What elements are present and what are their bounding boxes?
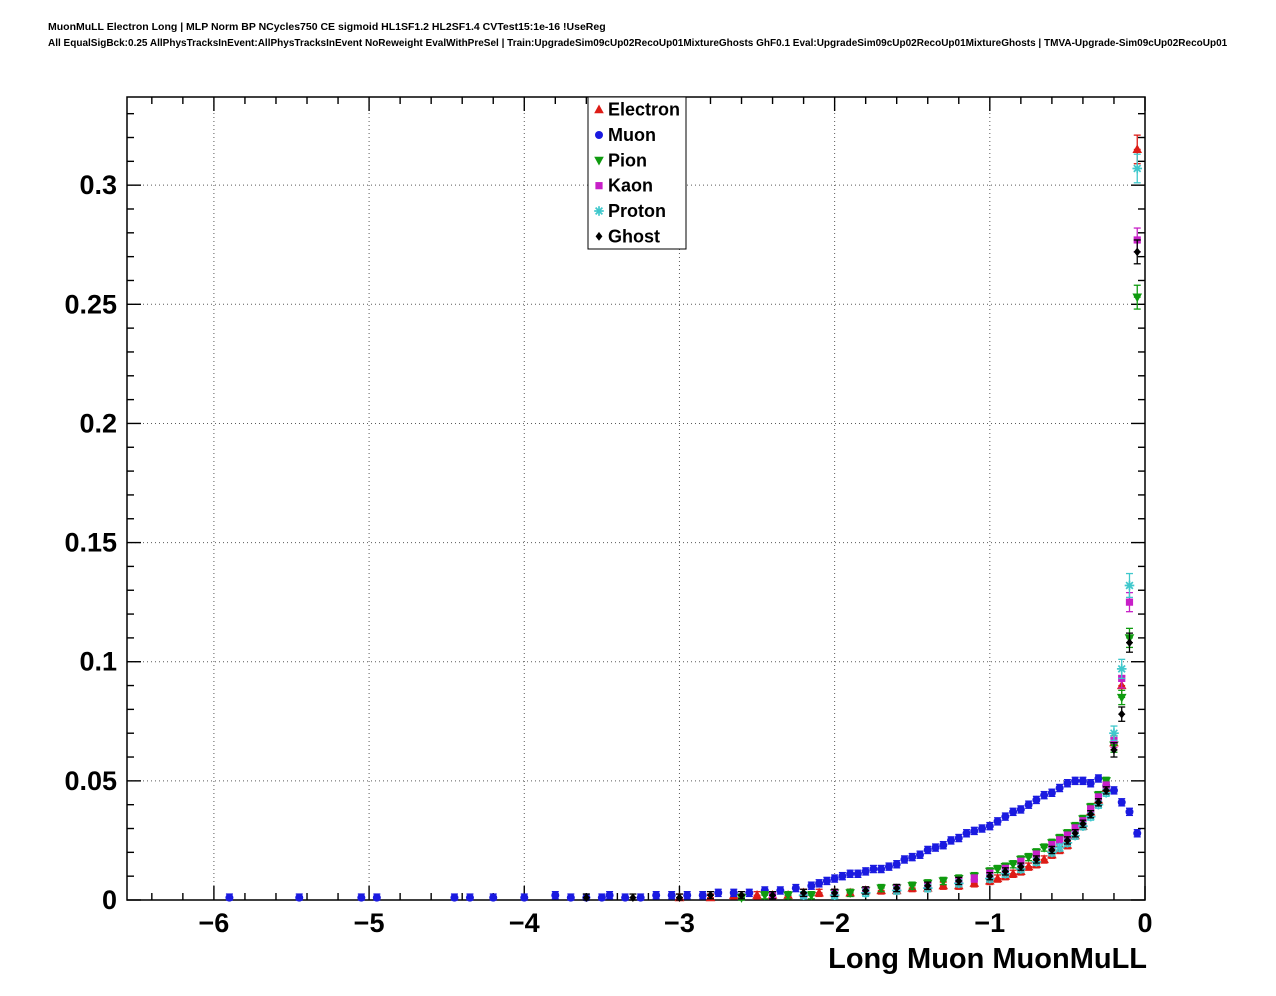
legend-label: Ghost <box>608 226 660 246</box>
y-tick-label: 0.2 <box>79 408 117 438</box>
legend-entry-proton: Proton <box>594 201 666 221</box>
y-tick-label: 0 <box>102 885 117 915</box>
series-electron <box>674 134 1143 902</box>
x-tick-label: −3 <box>664 908 695 938</box>
y-tick-label: 0.05 <box>64 766 117 796</box>
legend-entry-kaon: Kaon <box>595 176 653 196</box>
x-tick-label: −6 <box>199 908 230 938</box>
legend-entry-electron: Electron <box>594 100 680 120</box>
plot-title-line1: MuonMuLL Electron Long | MLP Norm BP NCy… <box>48 21 606 33</box>
legend-label: Electron <box>608 100 680 120</box>
series-kaon <box>768 227 1141 900</box>
x-tick-label: −2 <box>819 908 850 938</box>
x-tick-label: −4 <box>509 908 540 938</box>
x-tick-label: 0 <box>1137 908 1152 938</box>
x-tick-label: −5 <box>354 908 385 938</box>
legend-label: Proton <box>608 201 666 221</box>
x-axis-title: Long Muon MuonMuLL <box>828 943 1147 975</box>
legend-entry-pion: Pion <box>594 150 647 170</box>
legend-label: Muon <box>608 125 656 145</box>
series-proton <box>798 153 1143 901</box>
series-ghost <box>582 239 1141 903</box>
legend-label: Pion <box>608 150 647 170</box>
legend-label: Kaon <box>608 176 653 196</box>
y-tick-label: 0.3 <box>79 170 117 200</box>
tick-labels: −6 −5 −4 −3 −2 −1 0 0 0.05 0.1 0.15 0.2 0.25 0.3 <box>64 170 1152 938</box>
y-tick-label: 0.25 <box>64 289 117 319</box>
legend-entry-ghost: Ghost <box>595 226 660 246</box>
series-pion <box>736 284 1143 903</box>
legend: Electron Muon Pion Kaon Proton Ghost <box>587 96 687 250</box>
axis-ticks <box>127 97 1146 901</box>
series-muon <box>225 774 1142 902</box>
legend-entry-muon: Muon <box>595 125 656 145</box>
x-tick-label: −1 <box>974 908 1005 938</box>
y-tick-label: 0.15 <box>64 528 117 558</box>
y-tick-label: 0.1 <box>79 647 117 677</box>
plot-title-line2: All EqualSigBck:0.25 AllPhysTracksInEven… <box>48 38 1228 49</box>
